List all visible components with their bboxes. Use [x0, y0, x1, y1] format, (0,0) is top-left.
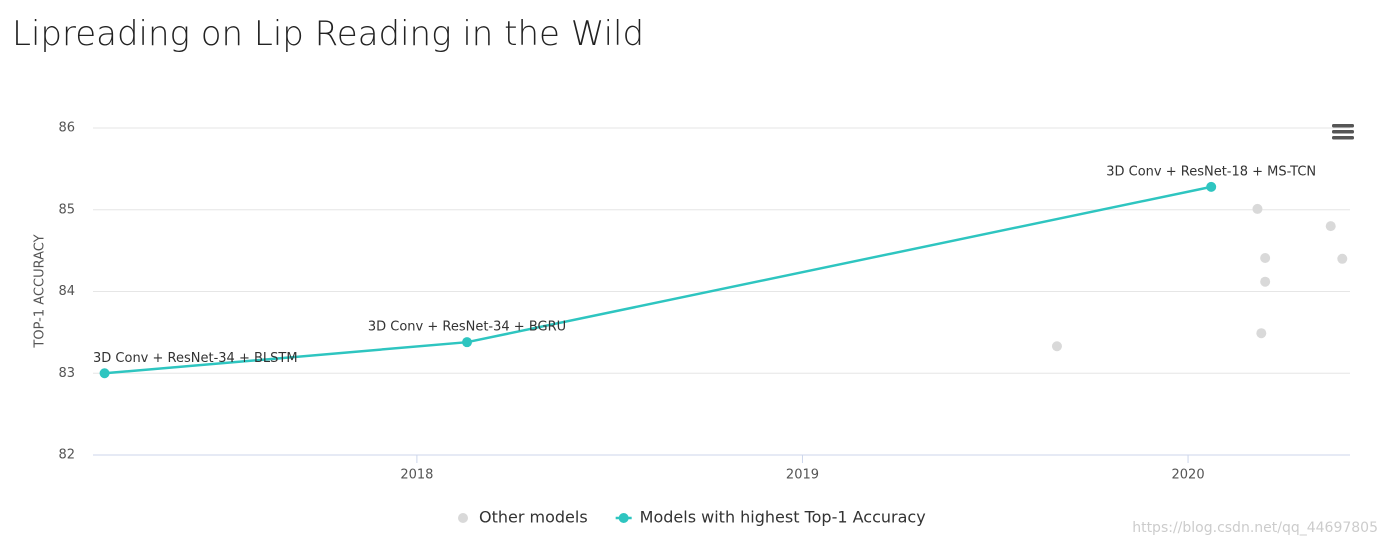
point [1256, 328, 1267, 339]
point [1252, 203, 1263, 214]
chart-title: Lipreading on Lip Reading in the Wild [12, 14, 644, 54]
data-label: 3D Conv + ResNet-18 + MS-TCN [1106, 164, 1316, 179]
line [104, 185, 1212, 375]
data-label: 3D Conv + ResNet-34 + BGRU [368, 320, 566, 335]
menu-icon[interactable] [1332, 124, 1354, 140]
legend-label[interactable]: Models with highest Top-1 Accuracy [640, 508, 926, 527]
legend-symbol [618, 513, 629, 523]
point [1337, 253, 1348, 264]
legend-label[interactable]: Other models [479, 508, 588, 527]
y-tick-label: 84 [58, 284, 75, 299]
x-tick-label: 2018 [400, 468, 433, 483]
point [1260, 252, 1271, 263]
y-tick-label: 85 [58, 202, 75, 217]
point [1206, 181, 1217, 192]
y-tick-label: 86 [58, 121, 75, 136]
point [1051, 341, 1062, 352]
y-tick-label: 82 [58, 448, 75, 463]
y-tick-label: 83 [58, 366, 75, 381]
point [462, 337, 473, 348]
x-tick-label: 2020 [1172, 468, 1205, 483]
point [99, 368, 110, 379]
legend-symbol [458, 513, 468, 523]
point [1325, 221, 1336, 232]
data-label: 3D Conv + ResNet-34 + BLSTM [93, 351, 298, 366]
watermark: https://blog.csdn.net/qq_44697805 [1132, 520, 1378, 536]
y-axis-label: TOP-1 ACCURACY [33, 234, 48, 348]
point [1260, 276, 1271, 287]
x-tick-label: 2019 [786, 468, 819, 483]
